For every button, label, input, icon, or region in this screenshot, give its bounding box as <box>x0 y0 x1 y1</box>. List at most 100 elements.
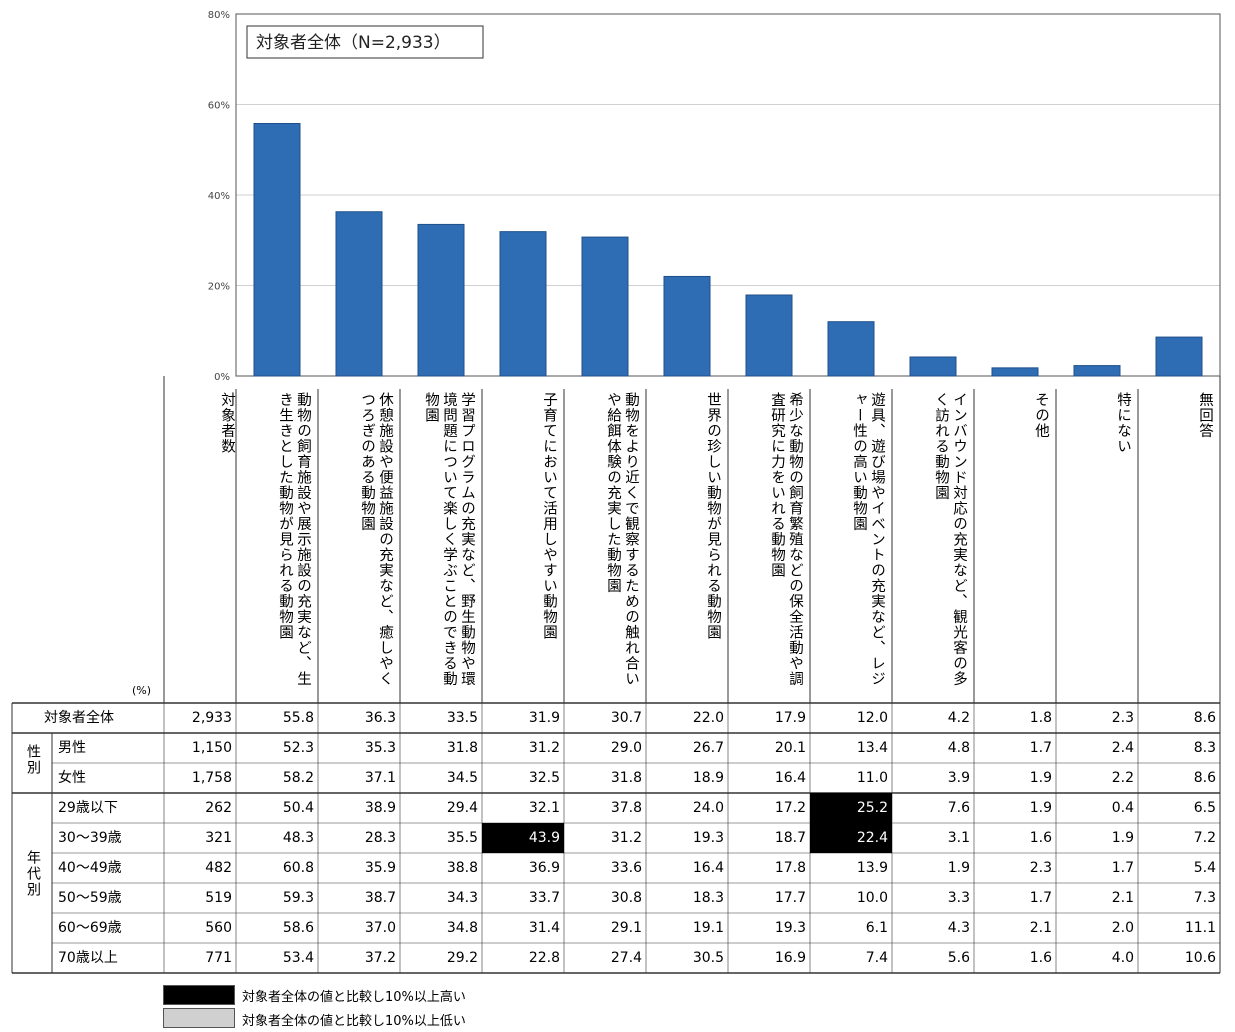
row-count: 482 <box>205 860 232 876</box>
table-cell: 34.8 <box>446 920 478 936</box>
table-cell: 3.1 <box>947 830 970 846</box>
bar <box>1155 336 1203 377</box>
row-label: 60～69歳 <box>58 920 122 936</box>
table-cell: 18.7 <box>774 830 806 846</box>
row-count: 321 <box>205 830 232 846</box>
table-cell: 16.9 <box>774 950 806 966</box>
plot-area <box>235 13 1221 377</box>
table-cell: 1.7 <box>1029 890 1052 906</box>
table-cell: 2.0 <box>1111 920 1134 936</box>
table-cell: 29.2 <box>446 950 478 966</box>
table-cell: 32.1 <box>528 800 560 816</box>
table-cell: 2.3 <box>1111 710 1134 726</box>
table-cell: 25.2 <box>810 793 892 823</box>
row-label: 対象者全体 <box>44 710 114 726</box>
row-count: 1,150 <box>191 740 232 756</box>
table-cell: 22.0 <box>692 710 724 726</box>
table-cell: 53.4 <box>282 950 314 966</box>
bar <box>663 275 711 377</box>
row-count: 2,933 <box>191 710 232 726</box>
y-tick-label: 80% <box>208 10 230 21</box>
bar <box>499 231 547 377</box>
table-cell: 37.8 <box>610 800 642 816</box>
category-column-header: インバウンド対応の充実など、観光客の多く訪れる動物園 <box>933 392 967 687</box>
unit-label: (%) <box>132 684 152 697</box>
table-cell: 8.3 <box>1193 740 1216 756</box>
table-cell: 4.0 <box>1111 950 1134 966</box>
table-cell: 55.8 <box>282 710 314 726</box>
table-cell: 35.9 <box>364 860 396 876</box>
category-column-header: 遊具、遊び場やイベントの充実など、レジャー性の高い動物園 <box>851 392 885 687</box>
table-cell: 17.2 <box>774 800 806 816</box>
table-cell: 30.7 <box>610 710 642 726</box>
table-cell: 31.2 <box>610 830 642 846</box>
row-count: 519 <box>205 890 232 906</box>
table-cell: 13.9 <box>856 860 888 876</box>
gender-group-label: 性別 <box>25 744 41 776</box>
row-label: 男性 <box>58 740 86 756</box>
table-cell: 7.2 <box>1193 830 1216 846</box>
table-cell: 3.9 <box>947 770 970 786</box>
table-cell: 17.8 <box>774 860 806 876</box>
bar <box>335 211 383 377</box>
table-cell: 13.4 <box>856 740 888 756</box>
table-cell: 29.4 <box>446 800 478 816</box>
row-label: 70歳以上 <box>58 950 118 966</box>
legend-high-swatch <box>163 985 235 1005</box>
table-cell: 1.9 <box>1111 830 1134 846</box>
table-cell: 6.5 <box>1193 800 1216 816</box>
table-cell: 38.7 <box>364 890 396 906</box>
table-cell: 1.6 <box>1029 950 1052 966</box>
table-cell: 11.0 <box>856 770 888 786</box>
y-tick-label: 40% <box>208 191 230 202</box>
table-cell: 10.6 <box>1184 950 1216 966</box>
table-cell: 33.6 <box>610 860 642 876</box>
y-tick-label: 20% <box>208 282 230 293</box>
table-cell: 31.8 <box>610 770 642 786</box>
table-cell: 30.8 <box>610 890 642 906</box>
table-cell: 32.5 <box>528 770 560 786</box>
table-cell: 1.9 <box>1029 770 1052 786</box>
chart-title: 対象者全体（N=2,933） <box>256 33 451 53</box>
table-cell: 2.1 <box>1029 920 1052 936</box>
category-column-header: 休憩施設や便益施設の充実など、癒しやくつろぎのある動物園 <box>359 392 393 687</box>
table-cell: 4.2 <box>947 710 970 726</box>
y-tick-label: 60% <box>208 101 230 112</box>
table-cell: 22.8 <box>528 950 560 966</box>
category-column-header: 世界の珍しい動物が見られる動物園 <box>705 392 721 640</box>
table-cell: 3.3 <box>947 890 970 906</box>
table-cell: 17.7 <box>774 890 806 906</box>
table-cell: 26.7 <box>692 740 724 756</box>
table-cell: 36.3 <box>364 710 396 726</box>
row-label: 29歳以下 <box>58 800 118 816</box>
table-cell: 38.9 <box>364 800 396 816</box>
table-cell: 16.4 <box>692 860 724 876</box>
row-label: 30～39歳 <box>58 830 122 846</box>
table-cell: 1.7 <box>1111 860 1134 876</box>
table-cell: 1.9 <box>947 860 970 876</box>
table-cell: 7.4 <box>865 950 888 966</box>
table-cell: 24.0 <box>692 800 724 816</box>
table-cell: 8.6 <box>1193 710 1216 726</box>
table-cell: 6.1 <box>865 920 888 936</box>
row-count: 560 <box>205 920 232 936</box>
row-label: 50～59歳 <box>58 890 122 906</box>
table-cell: 58.2 <box>282 770 314 786</box>
table-cell: 31.8 <box>446 740 478 756</box>
category-column-header: 動物の飼育施設や展示施設の充実など、生き生きとした動物が見られる動物園 <box>277 392 311 687</box>
age-group-label: 年代別 <box>25 850 41 898</box>
count-column-header: 対象者数 <box>219 392 235 454</box>
table-cell: 30.5 <box>692 950 724 966</box>
table-cell: 34.5 <box>446 770 478 786</box>
table-cell: 10.0 <box>856 890 888 906</box>
table-cell: 1.8 <box>1029 710 1052 726</box>
table-cell: 1.9 <box>1029 800 1052 816</box>
table-cell: 16.4 <box>774 770 806 786</box>
table-cell: 52.3 <box>282 740 314 756</box>
table-cell: 33.7 <box>528 890 560 906</box>
table-cell: 29.0 <box>610 740 642 756</box>
table-cell: 48.3 <box>282 830 314 846</box>
table-cell: 58.6 <box>282 920 314 936</box>
table-cell: 7.3 <box>1193 890 1216 906</box>
table-cell: 28.3 <box>364 830 396 846</box>
